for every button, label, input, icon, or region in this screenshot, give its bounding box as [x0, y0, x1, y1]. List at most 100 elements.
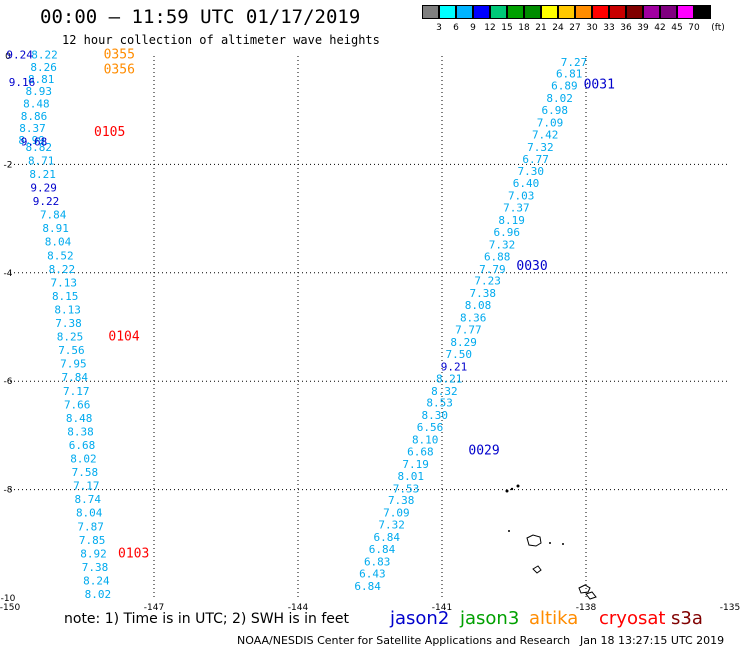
islands [505, 484, 597, 600]
wave-height-label: 8.02 [85, 588, 112, 601]
scale-swatch [541, 5, 558, 19]
wave-height-label: 8.04 [76, 507, 103, 520]
wave-height-label: 8.29 [450, 336, 477, 349]
wave-height-label: 7.77 [455, 324, 482, 337]
wave-height-label: 8.25 [57, 331, 84, 344]
wave-height-label: 8.08 [465, 299, 492, 312]
island [549, 542, 551, 544]
wave-height-label: 8.04 [45, 236, 72, 249]
scale-swatch [609, 5, 626, 19]
wave-height-label: 8.81 [28, 73, 55, 86]
wave-height-label: 8.91 [42, 222, 69, 235]
wave-height-label: 6.68 [69, 439, 96, 452]
scale-label: 70 [688, 23, 700, 33]
scale-label: 24 [552, 23, 564, 33]
wave-height-label: 8.37 [19, 122, 46, 135]
scale-label: 6 [453, 23, 459, 33]
wave-height-label: 7.37 [503, 202, 530, 215]
wave-height-label: 7.58 [72, 466, 99, 479]
wave-height-label: 8.48 [23, 97, 50, 110]
wave-height-label: 7.38 [470, 287, 497, 300]
island [510, 487, 514, 491]
island [508, 530, 510, 532]
wave-height-label: 7.38 [388, 494, 415, 507]
legend-jason2: jason2 [390, 608, 450, 629]
pass-time-label: 0105 [94, 125, 125, 140]
legend-altika: altika [529, 608, 579, 629]
wave-height-label: 7.32 [489, 238, 516, 251]
island [585, 591, 597, 600]
wave-height-label: 7.09 [537, 116, 564, 129]
axis-labels: -150 -147 -144 -141 -138 -135 0 -2 -4 -6 -8 -10 [0, 52, 740, 613]
island [562, 543, 564, 545]
scale-swatch [456, 5, 473, 19]
wave-height-label: 8.01 [398, 470, 425, 483]
wave-height-label: 8.24 [83, 574, 110, 587]
wave-height-label: 7.84 [62, 371, 89, 384]
pass-time-label: 0356 [104, 62, 135, 77]
wave-height-label: 7.66 [64, 398, 91, 411]
wave-height-label: 8.82 [26, 141, 53, 154]
track-labels: 8.228.268.818.938.488.868.378.998.828.71… [6, 49, 587, 601]
lat-label: -4 [4, 269, 13, 279]
scale-swatch [694, 5, 711, 19]
wave-height-label: 6.98 [542, 104, 569, 117]
scale-swatch [626, 5, 643, 19]
lon-label: -141 [432, 603, 452, 613]
scale-label: 3 [436, 23, 442, 33]
wave-height-label: 7.32 [527, 141, 554, 154]
wave-height-label: 6.83 [364, 555, 391, 568]
scale-swatch [660, 5, 677, 19]
scale-swatch [643, 5, 660, 19]
wave-height-label: 7.79 [479, 263, 506, 276]
page-subtitle: 12 hour collection of altimeter wave hei… [62, 33, 380, 47]
scale-unit: (ft) [711, 23, 725, 33]
wave-height-label: 8.53 [426, 397, 453, 410]
wave-height-label: 8.19 [498, 214, 525, 227]
wave-height-label: 8.74 [75, 493, 102, 506]
scale-swatch [558, 5, 575, 19]
scale-swatch [592, 5, 609, 19]
wave-height-label: 7.42 [532, 128, 559, 141]
wave-height-label: 8.22 [31, 49, 58, 62]
wave-height-label: 7.19 [402, 458, 429, 471]
wave-height-label: 8.15 [52, 290, 79, 303]
island [505, 489, 509, 493]
wave-height-label: 9.24 [6, 49, 33, 62]
wave-height-label: 8.38 [67, 425, 94, 438]
pass-time-label: 0355 [104, 48, 135, 63]
wave-height-label: 7.38 [55, 317, 82, 330]
wave-height-label: 8.36 [460, 312, 487, 325]
island [516, 484, 520, 488]
lon-label: -144 [288, 603, 309, 613]
legend-jason3: jason3 [460, 608, 520, 629]
wave-height-label: 6.84 [369, 543, 396, 556]
wave-height-label: 8.99 [18, 134, 45, 147]
scale-label: 33 [603, 23, 615, 33]
wave-height-label: 7.50 [446, 348, 473, 361]
wave-height-label: 7.56 [58, 344, 85, 357]
wave-height-label: 7.17 [63, 385, 90, 398]
wave-height-label: 7.53 [393, 482, 420, 495]
pass-time-label: 0103 [118, 546, 149, 561]
wave-height-label: 6.56 [417, 421, 444, 434]
wave-height-label: 6.81 [556, 68, 583, 81]
scale-label: 9 [470, 23, 476, 33]
wave-height-label: 8.92 [80, 547, 107, 560]
wave-height-label: 7.03 [508, 190, 535, 203]
lat-label: -2 [4, 160, 13, 170]
scale-label: 18 [518, 23, 530, 33]
wave-height-label: 6.40 [513, 177, 540, 190]
wave-height-label: 8.21 [436, 372, 463, 385]
pass-time-label: 0030 [516, 259, 547, 274]
lat-label: -10 [1, 594, 16, 604]
wave-height-label: 6.96 [494, 226, 521, 239]
wave-height-label: 7.87 [77, 520, 104, 533]
wave-height-label: 9.16 [9, 76, 36, 89]
wave-height-label: 7.38 [82, 561, 109, 574]
wave-height-label: 8.13 [54, 303, 81, 316]
pass-time-label: 0104 [108, 330, 139, 345]
wave-height-label: 8.10 [412, 434, 439, 447]
footer-timestamp: Jan 18 13:27:15 UTC 2019 [580, 634, 725, 647]
